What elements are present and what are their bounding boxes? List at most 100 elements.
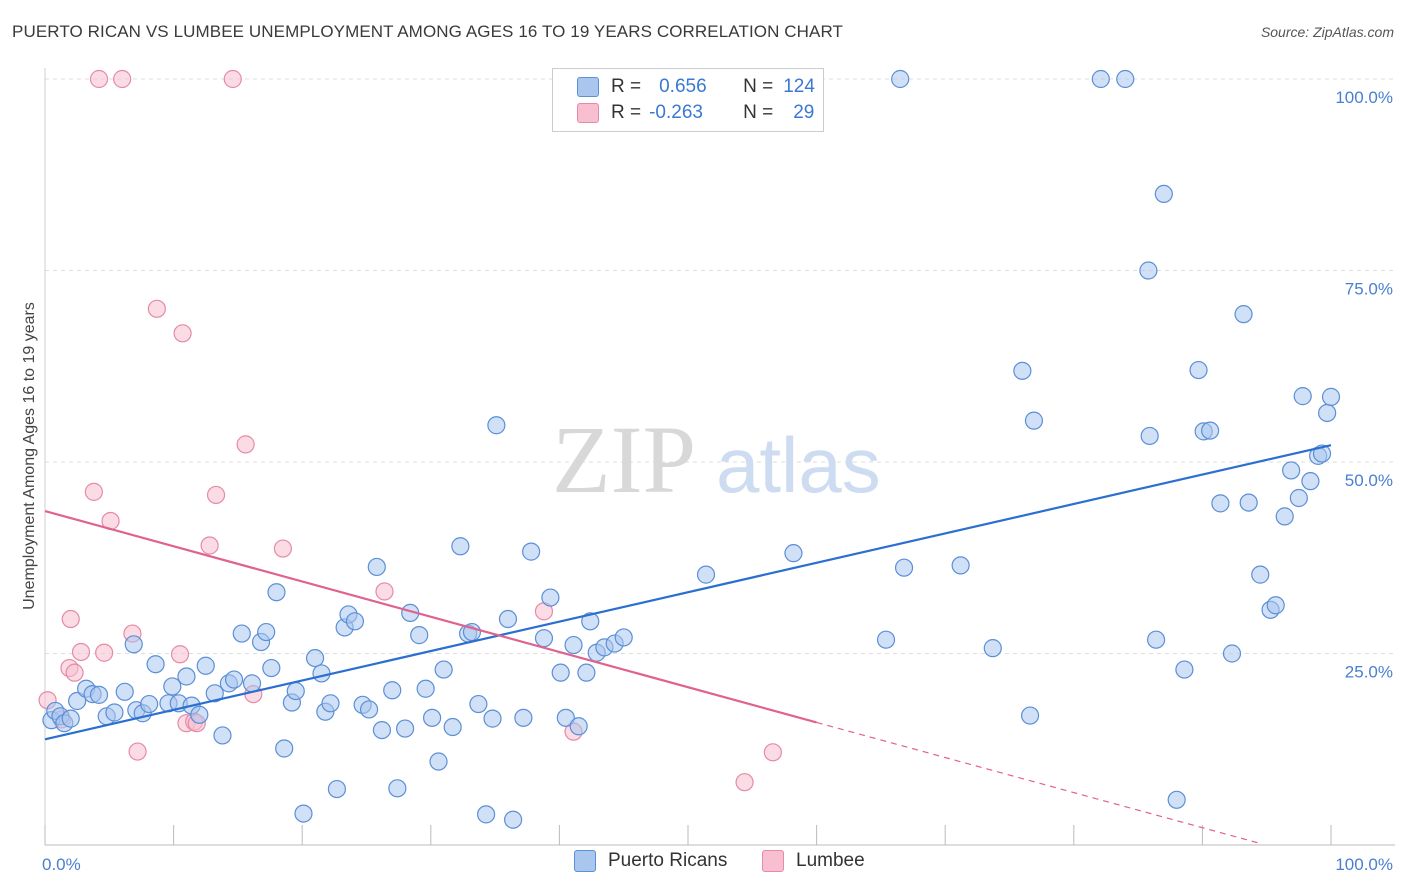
puerto-rican-point <box>395 719 415 738</box>
y-tick-label: 50.0% <box>1345 471 1393 490</box>
lumbee-point <box>273 539 293 558</box>
puerto-rican-point <box>514 708 533 727</box>
legend-r-label: R = <box>611 76 642 97</box>
blue-legend-swatch <box>574 850 596 872</box>
puerto-rican-point <box>534 629 554 648</box>
puerto-rican-point <box>372 720 392 740</box>
puerto-rican-point <box>1211 494 1230 513</box>
puerto-rican-point <box>105 703 124 722</box>
puerto-rican-point <box>434 660 453 679</box>
source-credit: Source: ZipAtlas.com <box>1260 24 1394 40</box>
legend-label-puerto-ricans: Puerto Ricans <box>608 850 728 871</box>
puerto-rican-point <box>1222 644 1242 663</box>
puerto-rican-point <box>1289 488 1308 508</box>
puerto-rican-point <box>894 558 914 577</box>
lumbee-point <box>71 642 91 662</box>
puerto-rican-point <box>416 679 435 698</box>
y-tick-label: 25.0% <box>1345 663 1393 682</box>
lumbee-point <box>128 742 147 761</box>
puerto-rican-point <box>1147 630 1166 649</box>
puerto-rican-point <box>487 416 506 435</box>
puerto-rican-point <box>140 694 159 714</box>
lumbee-point <box>113 69 132 89</box>
puerto-rican-point <box>1020 706 1040 725</box>
puerto-rican-point <box>267 583 286 602</box>
legend-row-lumbee: R = -0.263 N = 29 <box>577 100 814 126</box>
puerto-rican-point <box>1282 461 1301 480</box>
lumbee-point <box>170 645 190 664</box>
lumbee-point <box>173 324 192 343</box>
pink-swatch <box>577 103 599 123</box>
trend-lines <box>44 444 1332 845</box>
watermark-zip: ZIP <box>552 406 696 513</box>
lumbee-point <box>200 536 219 555</box>
puerto-rican-point <box>115 682 134 701</box>
puerto-rican-point <box>443 717 462 737</box>
lumbee-point <box>206 485 226 505</box>
puerto-rican-point <box>257 622 276 642</box>
puerto-rican-point <box>1154 184 1173 203</box>
puerto-rican-point <box>483 709 502 728</box>
stats-legend: R = 0.656 N = 124 R = -0.263 N = 29 <box>552 68 824 132</box>
puerto-rican-point <box>345 612 365 631</box>
puerto-rican-point <box>286 681 305 701</box>
puerto-rican-point <box>68 691 87 711</box>
puerto-rican-point <box>581 612 600 631</box>
puerto-rican-point <box>1116 69 1135 89</box>
watermark: ZIP atlas <box>552 406 881 513</box>
puerto-rican-point <box>124 635 143 654</box>
pink-legend-swatch <box>762 850 784 872</box>
puerto-rican-point <box>224 670 244 689</box>
puerto-rican-point <box>451 537 470 556</box>
puerto-rican-point <box>312 664 331 683</box>
puerto-rican-point <box>1139 261 1158 280</box>
puerto-rican-point <box>1013 361 1032 380</box>
puerto-rican-point <box>1024 411 1044 430</box>
legend-n-value: 29 <box>793 102 815 123</box>
puerto-rican-point <box>1234 305 1253 324</box>
puerto-rican-point <box>522 542 541 561</box>
puerto-rican-point <box>163 677 182 696</box>
puerto-rican-point <box>1239 493 1258 512</box>
puerto-rican-point <box>327 779 347 799</box>
puerto-rican-point <box>177 667 196 686</box>
lumbee-point <box>147 299 166 318</box>
lumbee-point <box>375 582 394 601</box>
legend-r-value: 0.656 <box>659 76 707 97</box>
puerto-rican-point <box>469 694 488 714</box>
puerto-rican-point <box>891 69 910 89</box>
lumbee-point <box>223 69 242 89</box>
lumbee-point <box>89 69 109 89</box>
puerto-rican-point <box>305 648 325 668</box>
puerto-rican-point <box>564 635 583 655</box>
legend-row-puerto-ricans: R = 0.656 N = 124 <box>577 74 815 100</box>
puerto-rican-point <box>321 694 340 713</box>
puerto-rican-point <box>275 739 294 758</box>
puerto-rican-point <box>983 639 1002 658</box>
lumbee-trend-extension <box>816 721 1261 845</box>
puerto-rican-point <box>551 663 570 682</box>
legend-label-lumbee: Lumbee <box>796 850 865 871</box>
legend-n-value: 124 <box>783 76 815 97</box>
puerto-rican-point <box>1321 387 1341 406</box>
puerto-rican-point <box>232 624 251 643</box>
puerto-rican-point <box>205 684 224 703</box>
puerto-rican-point <box>242 674 262 693</box>
puerto-rican-point <box>614 628 633 647</box>
puerto-rican-point <box>476 805 496 824</box>
puerto-rican-point <box>367 557 386 577</box>
puerto-rican-point <box>383 681 402 700</box>
lumbee-point <box>236 435 255 454</box>
puerto-rican-point <box>951 556 970 575</box>
puerto-rican-point <box>1251 565 1270 584</box>
puerto-rican-point <box>556 708 575 727</box>
puerto-rican-point <box>294 804 313 823</box>
puerto-rican-point <box>577 663 596 682</box>
tick-labels: 25.0% 50.0% 75.0% 100.0% 0.0% 100.0% <box>42 88 1393 874</box>
puerto-rican-point <box>1189 360 1208 380</box>
puerto-rican-point <box>1312 444 1332 463</box>
puerto-rican-point <box>196 656 215 675</box>
x-tick-label: 100.0% <box>1335 855 1393 874</box>
puerto-rican-point <box>504 810 523 829</box>
x-tick-label: 0.0% <box>42 855 81 874</box>
